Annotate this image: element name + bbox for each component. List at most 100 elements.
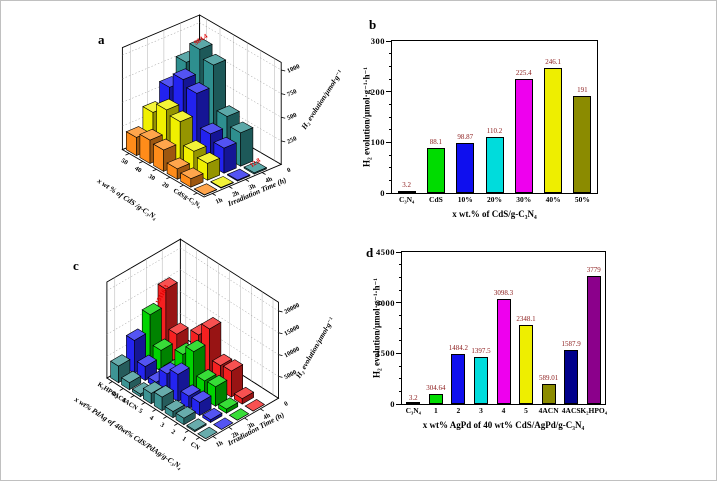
- x-tick-label: 3: [479, 406, 483, 415]
- bar-20%: [485, 137, 504, 193]
- x-axis-label-b: x wt.% of CdS/g-C₃N₄: [452, 209, 537, 219]
- category-tick-label: g-C₃N₄: [183, 193, 203, 209]
- bar-right-g-C₃N₄-1h: [204, 189, 217, 196]
- bar-chart-b: H₂ evolution/μmol·g⁻¹·h⁻¹ 0 100 200 300 3.2 C…: [362, 36, 598, 219]
- x-tick-label: C₃N₄: [405, 406, 421, 415]
- category-tick-label: 50: [120, 157, 129, 166]
- x-tick-label: 4ACS: [561, 406, 581, 415]
- bar-value-label: 1397.5: [471, 346, 491, 355]
- bar-value-label: 3098.3: [493, 289, 514, 298]
- bar-40%: [544, 68, 563, 193]
- bar-value-label: 1587.9: [561, 340, 581, 349]
- z-tick-label: 500: [286, 112, 298, 122]
- bar-value-label: 3779: [586, 266, 601, 275]
- y-minor-tick: [398, 365, 402, 367]
- category-tick-label: CN: [189, 441, 201, 452]
- bar-value-label: 246.1: [545, 58, 561, 67]
- y-minor-tick: [388, 129, 392, 131]
- x-tick-label: 4: [501, 406, 506, 415]
- y-major-tick: [386, 192, 392, 194]
- bar-1: [428, 393, 443, 404]
- y-minor-tick: [388, 53, 392, 55]
- time-tick: [228, 186, 233, 189]
- bar-right-CN-3h: [237, 413, 249, 421]
- bar-right-1-4h: [241, 391, 254, 405]
- y-tick-label: 200: [370, 86, 385, 97]
- z-tick: [278, 354, 283, 356]
- z-tick-label: 1000: [286, 63, 301, 75]
- bar-value-label: 88.1: [429, 138, 443, 147]
- x-tick-label: 50%: [574, 195, 590, 204]
- category-tick: [138, 161, 143, 164]
- bar-chart-d: H₂ evolution/μmol·g⁻¹·h⁻¹ 0 1500 3000 4500 3…: [372, 247, 608, 430]
- z-axis-title: H₂ evolution/μmol·g⁻¹: [299, 68, 345, 131]
- y-major-tick: [396, 403, 402, 405]
- time-tick: [261, 172, 266, 175]
- category-tick: [125, 153, 130, 156]
- x-tick-label: CdS: [429, 195, 443, 204]
- panel-a-letter: a: [98, 32, 105, 47]
- category-tick-label: 3: [159, 421, 166, 429]
- panel-d-letter: d: [366, 245, 374, 260]
- x-axis-label-d: x wt% AgPd of 40 wt% CdS/AgPd/g-C₃N₄: [422, 420, 585, 430]
- time-tick-label: 2h: [231, 430, 241, 440]
- y-minor-tick: [388, 154, 392, 156]
- y-minor-tick: [398, 378, 402, 380]
- y-tick-label: 0: [380, 188, 385, 198]
- bar-right-CdS-4h: [240, 127, 254, 167]
- bar-right-2-1h: [183, 411, 196, 426]
- x-axis-title: x wt % of CdS /g-C₃N₄: [95, 176, 159, 222]
- y-minor-tick: [388, 65, 392, 67]
- category-tick-label: 2: [170, 428, 177, 436]
- time-tick-label: 4h: [264, 175, 273, 184]
- panel-c-letter: c: [73, 258, 79, 273]
- time-tick: [260, 408, 264, 412]
- category-tick: [193, 192, 198, 195]
- bar-right-4ACS-1h: [129, 375, 142, 391]
- z-tick: [281, 116, 286, 119]
- bar-right-CN-1h: [205, 431, 218, 439]
- category-tick: [174, 423, 178, 426]
- bar-left-CN-1h: [197, 433, 206, 439]
- y-minor-tick: [398, 327, 402, 329]
- bar-value-label: 1484.2: [448, 343, 468, 352]
- bar-4ACN: [541, 384, 556, 404]
- time-tick-label: 1h: [215, 196, 224, 205]
- bar-10%: [456, 142, 475, 193]
- bar-C₃N₄: [406, 402, 421, 404]
- x-tick-label: 10%: [457, 195, 473, 204]
- category-tick: [141, 402, 146, 405]
- z-tick: [281, 69, 286, 72]
- bar-4: [496, 299, 511, 404]
- z-tick-label: 250: [286, 135, 298, 145]
- z-gridline: [106, 269, 181, 313]
- bar-50%: [573, 96, 592, 193]
- y-major-tick: [386, 141, 392, 143]
- bar-right-CdS-3h: [223, 142, 237, 174]
- z-axis-title: H₂ evolution/μmol·g⁻¹: [293, 316, 336, 381]
- bar-right-g-C₃N₄-3h: [237, 174, 251, 182]
- x-tick-label: 4ACN: [538, 406, 559, 415]
- y-major-tick: [386, 40, 392, 42]
- x-tick-label: 20%: [487, 195, 502, 204]
- bar-right-1-1h: [194, 423, 207, 433]
- time-tick-label: 2h: [231, 189, 240, 198]
- x-tick-label: 1: [433, 406, 438, 415]
- category-tick: [184, 430, 189, 433]
- z-tick-label: 0: [286, 167, 292, 175]
- time-tick-label: 1h: [215, 439, 225, 449]
- y-tick-label: 0: [390, 399, 395, 409]
- x-tick-label: 30%: [516, 195, 532, 204]
- bar-5: [519, 324, 534, 404]
- y-minor-tick: [398, 390, 402, 392]
- y-minor-tick: [398, 289, 402, 291]
- z-tick: [278, 310, 283, 313]
- category-tick: [163, 416, 168, 419]
- bar-right-2-2h: [199, 395, 212, 417]
- bar-value-label: 589.01: [538, 374, 559, 383]
- y-tick-label: 4500: [376, 247, 395, 257]
- bar-value-label: 304.64: [426, 383, 446, 392]
- z-tick-label: 20000: [283, 302, 301, 316]
